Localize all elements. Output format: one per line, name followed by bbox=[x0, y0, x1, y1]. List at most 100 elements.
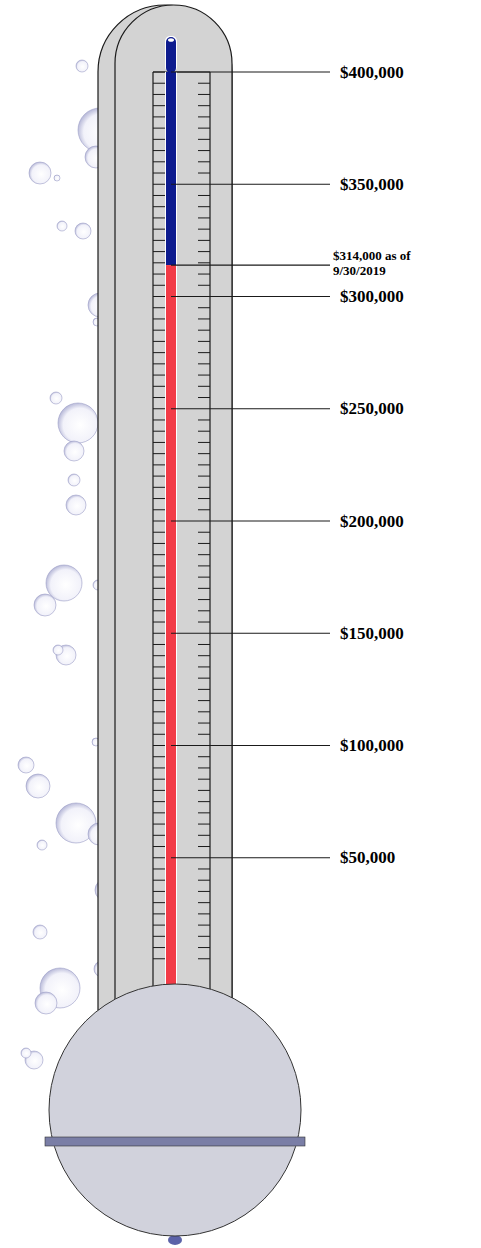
minor-tick bbox=[198, 565, 210, 566]
minor-tick bbox=[198, 846, 210, 847]
minor-tick bbox=[153, 251, 165, 252]
bubble bbox=[68, 474, 80, 486]
minor-tick bbox=[198, 801, 210, 802]
minor-tick bbox=[153, 655, 165, 656]
minor-tick bbox=[153, 240, 165, 241]
bubble bbox=[57, 221, 67, 231]
minor-tick bbox=[153, 307, 165, 308]
minor-tick bbox=[153, 824, 165, 825]
minor-tick bbox=[153, 498, 165, 499]
minor-tick bbox=[198, 173, 210, 174]
minor-tick bbox=[198, 262, 210, 263]
minor-tick bbox=[153, 83, 165, 84]
bubble bbox=[46, 565, 82, 601]
minor-tick bbox=[153, 610, 165, 611]
minor-tick bbox=[153, 442, 165, 443]
tick bbox=[153, 633, 165, 634]
tick-label: $200,000 bbox=[340, 512, 404, 531]
minor-tick bbox=[153, 689, 165, 690]
minor-tick bbox=[153, 678, 165, 679]
minor-tick bbox=[153, 644, 165, 645]
minor-tick bbox=[198, 419, 210, 420]
minor-tick bbox=[198, 240, 210, 241]
minor-tick bbox=[198, 610, 210, 611]
minor-tick bbox=[198, 330, 210, 331]
minor-tick bbox=[153, 868, 165, 869]
minor-tick bbox=[153, 723, 165, 724]
minor-tick bbox=[153, 229, 165, 230]
tick-leader bbox=[171, 633, 330, 634]
remaining-outline bbox=[165, 72, 177, 265]
minor-tick bbox=[198, 644, 210, 645]
minor-tick bbox=[153, 419, 165, 420]
tick-label: $350,000 bbox=[340, 175, 404, 194]
minor-tick bbox=[198, 599, 210, 600]
tick bbox=[153, 408, 165, 409]
minor-tick bbox=[198, 868, 210, 869]
minor-tick bbox=[153, 206, 165, 207]
minor-tick bbox=[153, 700, 165, 701]
minor-tick bbox=[198, 94, 210, 95]
tick bbox=[153, 72, 165, 73]
bulb-band bbox=[45, 1137, 305, 1146]
tick bbox=[153, 184, 165, 185]
bubble bbox=[35, 992, 57, 1014]
bubble bbox=[54, 175, 60, 181]
tick-label: $400,000 bbox=[340, 63, 404, 82]
minor-tick bbox=[153, 767, 165, 768]
minor-tick bbox=[198, 880, 210, 881]
minor-tick bbox=[153, 891, 165, 892]
minor-tick bbox=[153, 577, 165, 578]
minor-tick bbox=[198, 431, 210, 432]
tube-inner bbox=[115, 5, 232, 1010]
tick-leader bbox=[171, 184, 330, 185]
minor-tick bbox=[153, 902, 165, 903]
minor-tick bbox=[153, 532, 165, 533]
minor-tick bbox=[153, 128, 165, 129]
minor-tick bbox=[153, 274, 165, 275]
marks bbox=[165, 72, 177, 1010]
minor-tick bbox=[153, 161, 165, 162]
minor-tick bbox=[153, 330, 165, 331]
minor-tick bbox=[153, 217, 165, 218]
minor-tick bbox=[198, 274, 210, 275]
minor-tick bbox=[198, 678, 210, 679]
minor-tick bbox=[198, 947, 210, 948]
mercury bbox=[166, 265, 176, 1010]
minor-tick bbox=[153, 554, 165, 555]
annotation-leader bbox=[171, 264, 330, 265]
minor-tick bbox=[198, 543, 210, 544]
minor-tick bbox=[198, 139, 210, 140]
minor-tick bbox=[198, 723, 210, 724]
minor-tick bbox=[198, 734, 210, 735]
minor-tick bbox=[198, 464, 210, 465]
minor-tick bbox=[153, 622, 165, 623]
minor-tick bbox=[153, 397, 165, 398]
bubble bbox=[33, 925, 47, 939]
minor-tick bbox=[153, 599, 165, 600]
minor-tick bbox=[198, 476, 210, 477]
minor-tick bbox=[153, 173, 165, 174]
minor-tick bbox=[198, 835, 210, 836]
bubble bbox=[26, 774, 50, 798]
bubble bbox=[34, 594, 56, 616]
minor-tick bbox=[153, 375, 165, 376]
bubble bbox=[50, 392, 62, 404]
minor-tick bbox=[153, 711, 165, 712]
minor-tick bbox=[198, 285, 210, 286]
minor-tick bbox=[153, 431, 165, 432]
minor-tick bbox=[198, 577, 210, 578]
tick-leader bbox=[171, 71, 330, 72]
minor-tick bbox=[153, 835, 165, 836]
bubble bbox=[75, 223, 91, 239]
minor-tick bbox=[153, 352, 165, 353]
bubble bbox=[29, 162, 51, 184]
minor-tick bbox=[153, 94, 165, 95]
minor-tick bbox=[153, 880, 165, 881]
minor-tick bbox=[153, 341, 165, 342]
bubble bbox=[58, 403, 98, 443]
minor-tick bbox=[153, 925, 165, 926]
minor-tick bbox=[198, 229, 210, 230]
page: $50,000$100,000$150,000$200,000$250,000$… bbox=[0, 0, 481, 1248]
minor-tick bbox=[198, 161, 210, 162]
